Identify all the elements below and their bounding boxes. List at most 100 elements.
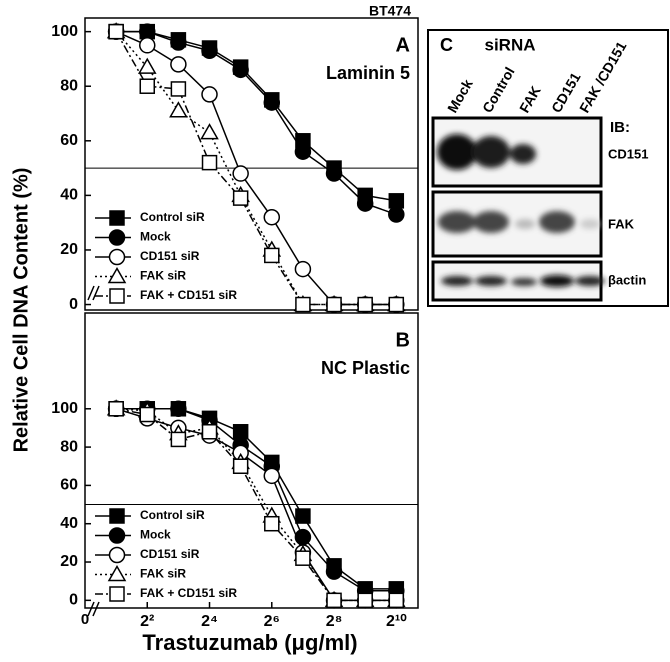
panel-title: Laminin 5 bbox=[326, 63, 410, 83]
marker bbox=[295, 550, 311, 566]
marker bbox=[109, 508, 125, 524]
series-line bbox=[115, 408, 397, 602]
marker bbox=[264, 247, 280, 264]
marker bbox=[294, 528, 312, 546]
panel-label: A bbox=[396, 34, 410, 56]
marker bbox=[232, 458, 249, 474]
marker bbox=[263, 94, 281, 111]
axis-break bbox=[87, 285, 100, 301]
marker bbox=[388, 296, 405, 313]
blot-title: siRNA bbox=[484, 35, 535, 54]
legend-label: FAK siR bbox=[140, 567, 186, 581]
series-line bbox=[116, 408, 397, 592]
row-label: βactin bbox=[608, 272, 646, 287]
marker bbox=[232, 190, 249, 206]
marker bbox=[357, 592, 373, 609]
legend-label: CD151 siR bbox=[140, 249, 200, 263]
y-tick-label: 60 bbox=[60, 132, 78, 149]
marker bbox=[139, 406, 156, 423]
marker bbox=[295, 296, 311, 313]
marker bbox=[109, 288, 125, 304]
legend-label: FAK + CD151 siR bbox=[140, 586, 237, 600]
legend-label: Control siR bbox=[140, 210, 205, 224]
marker bbox=[294, 143, 312, 160]
y-tick-label: 80 bbox=[60, 438, 78, 455]
marker bbox=[326, 296, 342, 313]
marker bbox=[264, 515, 280, 532]
marker bbox=[294, 260, 312, 278]
plot-frame bbox=[84, 312, 419, 609]
marker bbox=[108, 401, 124, 417]
series-line bbox=[116, 408, 397, 590]
marker bbox=[263, 208, 281, 226]
x-tick-label: 2⁴ bbox=[201, 613, 218, 630]
series-line bbox=[116, 30, 397, 202]
ib-label: IB: bbox=[610, 119, 630, 136]
legend-label: Mock bbox=[140, 528, 171, 542]
marker bbox=[139, 78, 156, 94]
marker bbox=[388, 592, 405, 609]
marker bbox=[170, 400, 187, 418]
marker bbox=[356, 195, 374, 212]
row-label: CD151 bbox=[608, 146, 648, 161]
marker bbox=[201, 154, 218, 171]
marker bbox=[232, 424, 249, 440]
marker bbox=[295, 508, 311, 524]
y-tick-label: 40 bbox=[60, 515, 78, 532]
x-axis-label: Trastuzumab (μg/ml) bbox=[142, 630, 357, 655]
x-tick-label: 2¹⁰ bbox=[386, 613, 407, 630]
marker bbox=[170, 34, 187, 51]
marker bbox=[200, 123, 219, 140]
marker bbox=[108, 527, 126, 544]
marker bbox=[232, 61, 249, 79]
axis-break bbox=[87, 601, 100, 617]
legend-label: Mock bbox=[140, 230, 171, 244]
legend-label: Control siR bbox=[140, 508, 205, 522]
marker bbox=[325, 563, 343, 580]
blot-panel: C siRNA Mock Control FAK CD151 FAK /CD15… bbox=[427, 29, 669, 307]
y-tick-label: 40 bbox=[60, 187, 78, 204]
series-line bbox=[116, 30, 397, 216]
bands bbox=[441, 275, 605, 287]
marker bbox=[170, 431, 187, 448]
marker bbox=[107, 564, 127, 582]
bands bbox=[437, 134, 536, 170]
series-line bbox=[116, 408, 397, 602]
marker bbox=[170, 81, 187, 97]
x-tick-label: 2⁸ bbox=[326, 613, 342, 630]
marker bbox=[325, 165, 343, 182]
y-tick-label: 100 bbox=[51, 400, 78, 417]
y-tick-label: 60 bbox=[60, 477, 78, 494]
series-line bbox=[115, 31, 397, 306]
marker bbox=[139, 23, 156, 40]
marker bbox=[388, 206, 405, 223]
marker bbox=[201, 86, 218, 103]
marker bbox=[201, 424, 218, 440]
marker bbox=[108, 546, 126, 564]
plot-frame bbox=[84, 17, 419, 311]
marker bbox=[107, 266, 127, 284]
y-tick-label: 100 bbox=[51, 23, 78, 40]
cell-line-label: BT474 bbox=[369, 3, 411, 19]
row-label: FAK bbox=[608, 216, 635, 231]
panel-label: C bbox=[440, 35, 453, 55]
y-axis-label: Relative Cell DNA Content (%) bbox=[10, 168, 32, 453]
y-tick-label: 0 bbox=[69, 296, 78, 313]
marker bbox=[108, 248, 126, 266]
legend-label: CD151 siR bbox=[140, 547, 200, 561]
y-tick-label: 80 bbox=[60, 77, 78, 94]
x-tick-label: 2⁶ bbox=[264, 613, 280, 630]
x-tick-label: 2² bbox=[140, 613, 154, 630]
marker bbox=[263, 467, 281, 485]
marker bbox=[109, 210, 125, 226]
y-tick-label: 0 bbox=[69, 592, 78, 609]
bands bbox=[438, 211, 600, 233]
marker bbox=[388, 193, 405, 209]
panel-label: B bbox=[396, 329, 410, 351]
marker bbox=[169, 101, 188, 118]
panel-title: NC Plastic bbox=[321, 358, 410, 378]
y-tick-label: 20 bbox=[60, 241, 78, 258]
marker bbox=[108, 229, 126, 246]
